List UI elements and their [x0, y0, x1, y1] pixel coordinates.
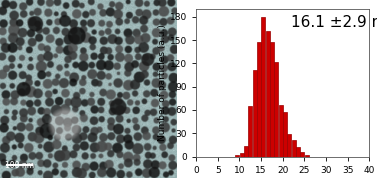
Bar: [235, 155, 239, 157]
Bar: [300, 152, 304, 157]
Bar: [244, 146, 248, 157]
X-axis label: Diameters (nm): Diameters (nm): [242, 177, 324, 178]
Bar: [287, 134, 291, 157]
Bar: [239, 153, 244, 157]
Bar: [265, 31, 270, 157]
Bar: [261, 17, 265, 157]
Bar: [253, 70, 257, 157]
Text: 100 nm: 100 nm: [5, 161, 34, 170]
Bar: [279, 104, 283, 157]
Bar: [305, 155, 309, 157]
Bar: [257, 42, 261, 157]
Bar: [296, 146, 300, 157]
Bar: [274, 62, 278, 157]
Bar: [270, 41, 274, 157]
Bar: [248, 106, 252, 157]
Bar: [283, 112, 287, 157]
Text: 16.1 ±2.9 nm: 16.1 ±2.9 nm: [291, 15, 377, 30]
Bar: [291, 140, 296, 157]
Y-axis label: Number of particles (a.u.): Number of particles (a.u.): [158, 24, 167, 141]
